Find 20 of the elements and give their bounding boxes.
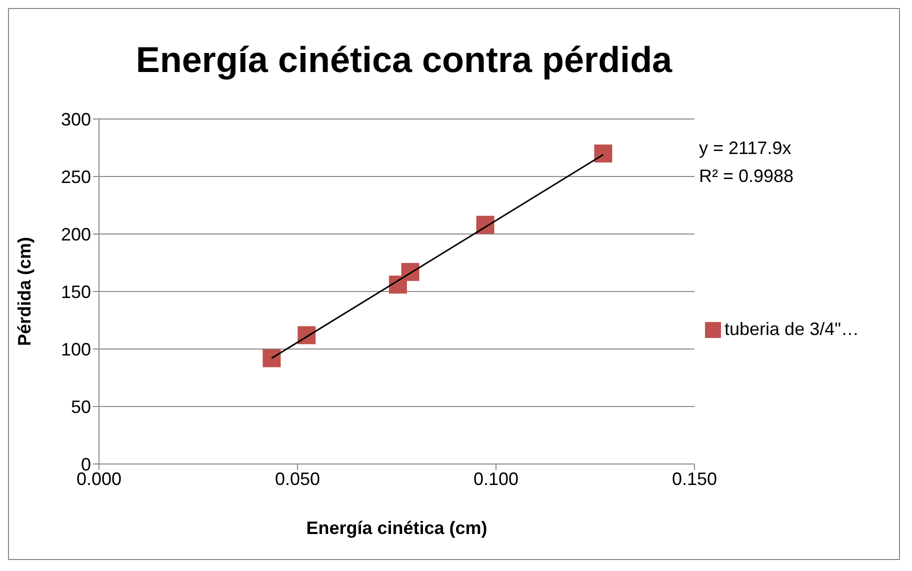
text: R² = 0.9988 — [699, 165, 794, 188]
point — [401, 262, 420, 281]
text: y = 2117.9x — [699, 137, 792, 160]
y-axis-title: Pérdida (cm) — [14, 236, 34, 346]
point — [594, 144, 612, 162]
y-tick-label: 250 — [60, 166, 91, 187]
x-tick-label: 0.050 — [274, 468, 320, 489]
y-tick-label: 200 — [60, 224, 91, 244]
x-tick-label: 0.150 — [672, 468, 718, 489]
y-tick-label: 300 — [60, 109, 91, 130]
chart-title: Energía cinética contra pérdida — [134, 39, 674, 81]
point — [298, 326, 316, 344]
x-tick-label: 0.100 — [473, 468, 519, 489]
point — [476, 216, 494, 234]
x-axis-title: Energía cinética (cm) — [306, 518, 488, 538]
y-tick-label: 50 — [70, 396, 91, 417]
legend-label: tuberia de 3/4"… — [724, 318, 859, 338]
point — [262, 349, 281, 368]
y-tick-label: 100 — [60, 339, 91, 360]
y-tick-label: 150 — [60, 282, 91, 302]
